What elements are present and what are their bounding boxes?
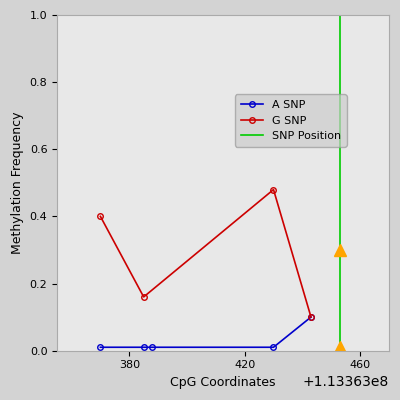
Legend: A SNP, G SNP, SNP Position: A SNP, G SNP, SNP Position: [235, 94, 346, 147]
Y-axis label: Methylation Frequency: Methylation Frequency: [11, 112, 24, 254]
X-axis label: CpG Coordinates: CpG Coordinates: [170, 376, 276, 389]
